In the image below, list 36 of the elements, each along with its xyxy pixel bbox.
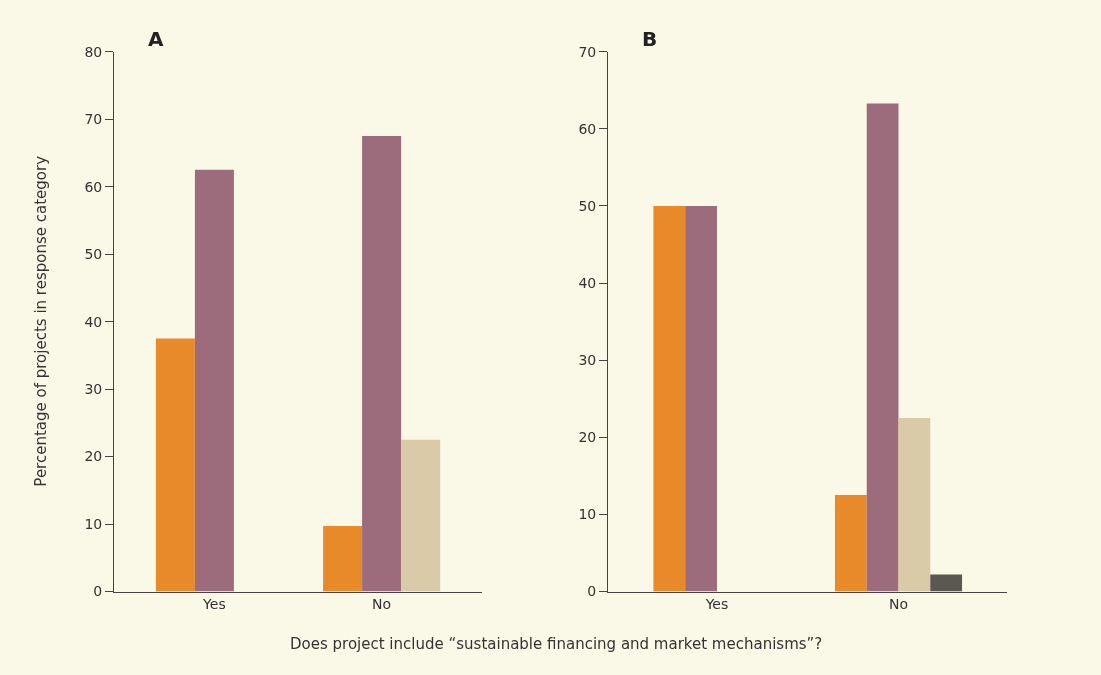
bar [362,136,402,592]
bar [834,495,867,592]
y-tick-label: 0 [587,583,597,600]
y-axis-title: Percentage of projects in response category [32,155,51,487]
bar [930,574,963,592]
y-tick-label: 30 [84,380,103,397]
x-axis-title: Does project include “sustainable financing and market mechanisms”? [290,635,823,653]
bar [323,526,363,592]
y-tick-label: 0 [93,583,103,600]
bar [866,103,899,592]
y-tick-label: 40 [84,313,103,330]
y-tick-label: 40 [578,274,597,291]
x-tick-label: No [372,596,392,613]
y-tick-label: 50 [578,197,597,214]
x-tick-label: Yes [202,596,226,613]
bar [155,338,195,592]
bar [685,205,717,592]
y-tick-label: 70 [578,43,597,60]
bar [653,205,686,592]
y-tick-label: 20 [578,429,597,446]
chart-title: A [148,27,164,51]
y-tick-label: 50 [84,246,103,263]
y-tick-label: 10 [84,515,103,532]
y-tick-label: 60 [578,120,597,137]
bar [194,169,234,592]
y-tick-label: 60 [84,178,103,195]
x-tick-label: No [888,596,909,613]
bar [401,439,441,592]
bar [898,418,931,592]
y-tick-label: 80 [84,43,103,60]
chart-title: B [642,27,658,51]
y-tick-label: 30 [578,352,597,369]
x-tick-label: Yes [704,596,729,613]
y-tick-label: 20 [84,448,103,465]
y-tick-label: 10 [578,506,597,523]
y-tick-label: 70 [84,111,103,128]
